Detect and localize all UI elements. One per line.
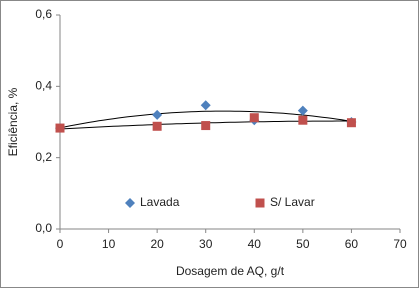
x-tick-label: 10	[102, 237, 116, 251]
point	[346, 118, 356, 128]
y-tick-label: 0,4	[35, 79, 52, 93]
y-tick-label: 0,6	[35, 7, 52, 21]
point	[249, 113, 259, 123]
point	[201, 121, 211, 131]
x-tick-label: 20	[150, 237, 164, 251]
point	[55, 123, 65, 133]
legend-label: Lavada	[140, 195, 180, 209]
point	[200, 100, 211, 111]
x-tick-label: 70	[393, 237, 407, 251]
legend-label: S/ Lavar	[270, 195, 315, 209]
y-tick-label: 0,2	[35, 150, 52, 164]
x-axis-label: Dosagem de AQ, g/t	[176, 264, 285, 278]
point	[297, 105, 308, 116]
point	[298, 115, 308, 125]
point	[152, 121, 162, 131]
x-tick-label: 0	[57, 237, 64, 251]
point	[152, 109, 163, 120]
legend-marker	[255, 198, 265, 208]
y-axis-label: Eficiência, %	[6, 87, 20, 156]
x-tick-label: 40	[248, 237, 262, 251]
x-tick-label: 60	[345, 237, 359, 251]
x-tick-label: 50	[296, 237, 310, 251]
legend-marker	[125, 198, 135, 208]
y-tick-label: 0,0	[35, 221, 52, 235]
x-tick-label: 30	[199, 237, 213, 251]
